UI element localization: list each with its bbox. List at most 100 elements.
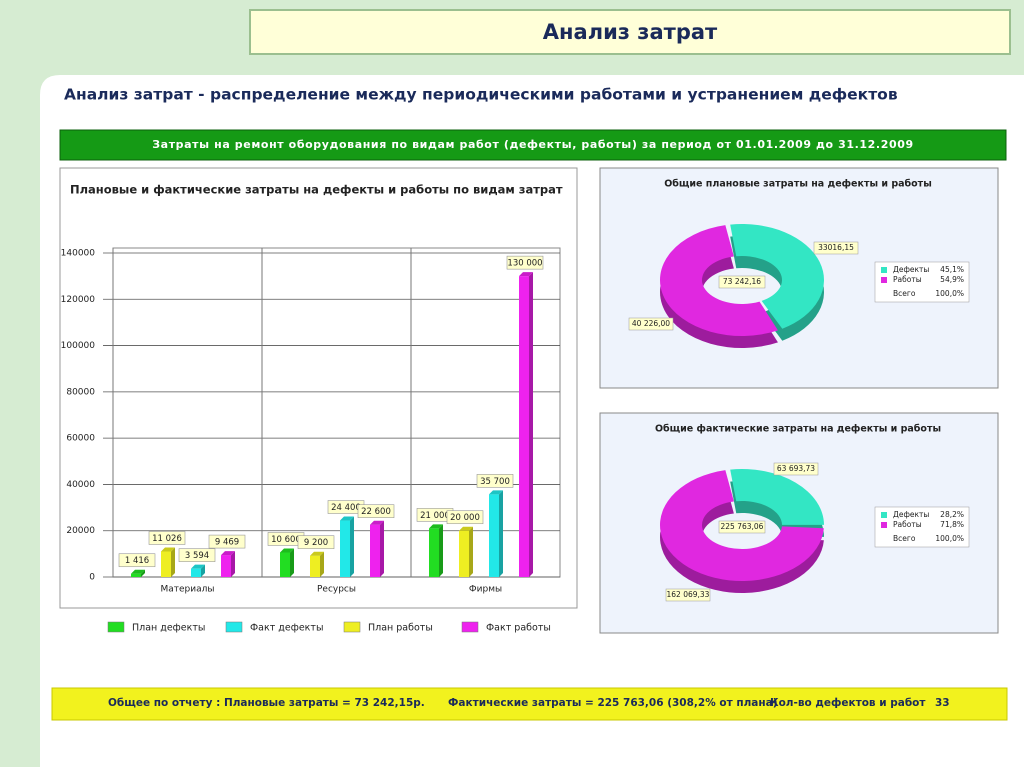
value-label: 10 600	[271, 535, 301, 545]
bar	[489, 494, 499, 577]
legend-percent: 28,2%	[940, 510, 964, 519]
legend-label: Факт работы	[486, 623, 551, 634]
value-label-box	[357, 504, 395, 518]
y-tick-label: 60000	[66, 434, 95, 444]
legend-swatch	[343, 621, 361, 633]
bar-side	[380, 520, 384, 577]
bar	[191, 568, 201, 577]
bar	[131, 573, 141, 577]
footer-text: 33	[935, 697, 950, 709]
value-label: 24 400	[331, 503, 361, 513]
bar-top	[429, 524, 443, 529]
bar-side	[201, 564, 205, 577]
value-label: 9 200	[304, 538, 328, 548]
title-box	[249, 9, 1011, 55]
value-label: 162 069,33	[667, 590, 710, 599]
chart-title: Общие плановые затраты на дефекты и рабо…	[664, 179, 932, 190]
footer-text: Фактические затраты = 225 763,06 (308,2%…	[448, 697, 778, 709]
bar-top	[131, 569, 145, 574]
legend-percent: 45,1%	[940, 265, 964, 274]
legend-swatch	[881, 267, 887, 273]
value-label: 3 594	[185, 551, 209, 561]
bar-side	[529, 272, 533, 577]
value-label-box	[476, 474, 514, 488]
bar	[280, 552, 290, 577]
bar	[370, 524, 380, 577]
bar	[429, 528, 439, 577]
report-header-bar	[59, 129, 1007, 161]
legend-swatch	[881, 277, 887, 283]
subtitle: Анализ затрат - распределение между пери…	[64, 86, 898, 104]
bar-side	[469, 526, 473, 577]
value-label: 20 000	[450, 513, 480, 523]
bar	[340, 520, 350, 577]
chart-title: Общие фактические затраты на дефекты и р…	[655, 424, 941, 435]
y-tick-label: 140000	[61, 249, 96, 259]
footer-text: Кол-во дефектов и работ	[770, 697, 926, 709]
bar-top	[221, 551, 235, 556]
legend-percent: 71,8%	[940, 520, 964, 529]
value-label-box	[297, 535, 335, 550]
footer-bar	[51, 687, 1008, 721]
bar-top	[161, 547, 175, 552]
value-label: 40 226,00	[632, 319, 670, 328]
bar-side	[320, 551, 324, 577]
legend-label: План работы	[368, 623, 433, 634]
legend-swatch	[881, 512, 887, 518]
legend-label: Работы	[893, 520, 922, 529]
value-label-box	[118, 553, 156, 568]
value-label: 73 242,16	[723, 277, 761, 286]
value-label: 1 416	[125, 556, 149, 566]
y-tick-label: 20000	[66, 526, 95, 536]
bar	[519, 276, 529, 577]
legend-label: Всего	[893, 289, 916, 298]
value-label: 21 000	[420, 511, 450, 521]
donut-slice	[730, 223, 825, 329]
value-label-box	[446, 510, 484, 525]
bar-side	[290, 548, 294, 577]
value-label: 225 763,06	[721, 522, 764, 531]
bar	[459, 530, 469, 577]
legend-swatch	[881, 522, 887, 528]
value-label: 130 000	[507, 259, 542, 269]
x-tick-label: Материалы	[161, 585, 215, 595]
value-label: 11 026	[152, 534, 182, 544]
bar-top	[310, 551, 324, 556]
value-label-box	[148, 531, 186, 545]
legend-label: Всего	[893, 534, 916, 543]
legend-label: Факт дефекты	[250, 623, 323, 634]
value-label: 22 600	[361, 507, 391, 517]
legend-percent: 100,0%	[935, 289, 964, 298]
bar	[221, 555, 231, 577]
y-tick-label: 100000	[61, 341, 96, 351]
value-label: 9 469	[215, 538, 239, 548]
footer-text: Общее по отчету : Плановые затраты = 73 …	[108, 697, 425, 709]
bar	[310, 555, 320, 577]
report-header: Затраты на ремонт оборудования по видам …	[152, 138, 913, 151]
bar-top	[340, 516, 354, 521]
donut-slice	[730, 469, 824, 525]
y-tick-label: 0	[89, 573, 95, 583]
legend-swatch	[225, 621, 243, 633]
bar-side	[350, 516, 354, 577]
chart-title: Плановые и фактические затраты на дефект…	[70, 183, 563, 197]
value-label: 63 693,73	[777, 464, 815, 473]
bar-top	[489, 490, 503, 495]
bar	[161, 551, 171, 577]
value-label-box	[628, 317, 674, 331]
x-tick-label: Ресурсы	[317, 585, 356, 595]
legend-label: Дефекты	[893, 265, 929, 274]
legend-swatch	[107, 621, 125, 633]
legend-percent: 100,0%	[935, 534, 964, 543]
y-tick-label: 40000	[66, 480, 95, 490]
bar-side	[231, 551, 235, 577]
legend-percent: 54,9%	[940, 275, 964, 284]
value-label: 35 700	[480, 477, 510, 487]
bar-side	[499, 490, 503, 577]
donut-slice	[659, 225, 778, 337]
legend-label: План дефекты	[132, 623, 205, 634]
y-tick-label: 80000	[66, 387, 95, 397]
x-tick-label: Фирмы	[469, 585, 502, 595]
value-label-box	[665, 588, 711, 602]
